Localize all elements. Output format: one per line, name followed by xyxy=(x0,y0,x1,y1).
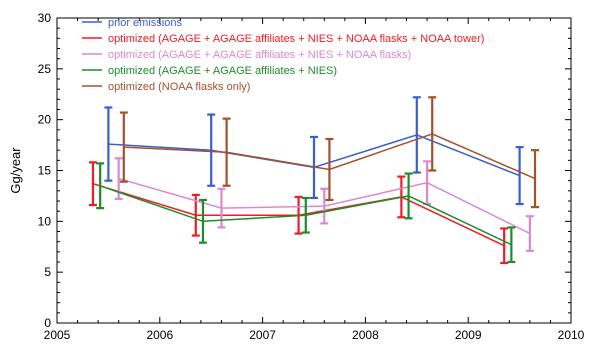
error-bar-1-4 xyxy=(500,227,509,265)
error-bar-3-3 xyxy=(404,172,413,220)
y-tick-label: 15 xyxy=(38,164,52,178)
error-bar-4-1 xyxy=(222,117,231,187)
x-tick-label: 2006 xyxy=(146,328,173,342)
series-0 xyxy=(104,96,524,206)
error-bar-3-4 xyxy=(507,226,516,264)
legend-item-3: optimized (AGAGE + AGAGE affiliates + NI… xyxy=(82,65,337,77)
legend-item-4: optimized (NOAA flasks only) xyxy=(82,81,250,93)
error-bar-4-3 xyxy=(428,96,437,172)
series-2 xyxy=(114,157,534,252)
error-bar-3-2 xyxy=(301,196,310,234)
legend-item-0: prior emissions xyxy=(82,17,182,29)
error-bar-4-4 xyxy=(531,149,540,209)
error-bar-2-1 xyxy=(217,187,226,229)
legend-label: prior emissions xyxy=(108,17,182,29)
chart-marks xyxy=(88,96,540,265)
legend-label: optimized (NOAA flasks only) xyxy=(108,81,250,93)
y-tick-label: 5 xyxy=(44,265,51,279)
y-tick-label: 30 xyxy=(38,11,52,25)
error-bar-0-1 xyxy=(207,113,216,187)
legend-label: optimized (AGAGE + AGAGE affiliates + NI… xyxy=(108,33,484,45)
error-bar-1-1 xyxy=(191,193,200,237)
error-bar-1-0 xyxy=(88,161,97,207)
x-tick-label: 2008 xyxy=(352,328,379,342)
x-tick-label: 2010 xyxy=(558,328,585,342)
legend-label: optimized (AGAGE + AGAGE affiliates + NI… xyxy=(108,65,337,77)
y-tick-label: 25 xyxy=(38,62,52,76)
error-bar-0-4 xyxy=(515,146,524,206)
error-bar-3-1 xyxy=(198,198,207,244)
y-tick-label: 10 xyxy=(38,214,52,228)
legend-item-1: optimized (AGAGE + AGAGE affiliates + NI… xyxy=(82,33,484,45)
x-tick-label: 2007 xyxy=(249,328,276,342)
legend-item-2: optimized (AGAGE + AGAGE affiliates + NI… xyxy=(82,49,411,61)
y-tick-label: 0 xyxy=(44,316,51,330)
x-tick-label: 2009 xyxy=(455,328,482,342)
x-tick-label: 2005 xyxy=(44,328,71,342)
series-4 xyxy=(119,96,540,209)
error-bar-4-0 xyxy=(119,111,128,183)
chart-axes: 2005 2006 2007 2008 2009 2010 0 5 10 15 20 25 30 Gg/y… xyxy=(8,11,585,342)
error-bar-2-4 xyxy=(525,215,534,252)
y-tick-label: 20 xyxy=(38,113,52,127)
series-3 xyxy=(96,162,516,264)
chart-legend: prior emissions optimized (AGAGE + AGAGE … xyxy=(82,17,484,93)
error-bar-2-2 xyxy=(320,187,329,225)
error-bar-0-0 xyxy=(104,106,113,182)
y-axis-label: Gg/year xyxy=(8,147,23,194)
error-bar-4-2 xyxy=(325,137,334,202)
error-bar-0-3 xyxy=(412,96,421,174)
legend-label: optimized (AGAGE + AGAGE affiliates + NI… xyxy=(108,49,411,61)
error-bar-3-0 xyxy=(96,162,105,210)
